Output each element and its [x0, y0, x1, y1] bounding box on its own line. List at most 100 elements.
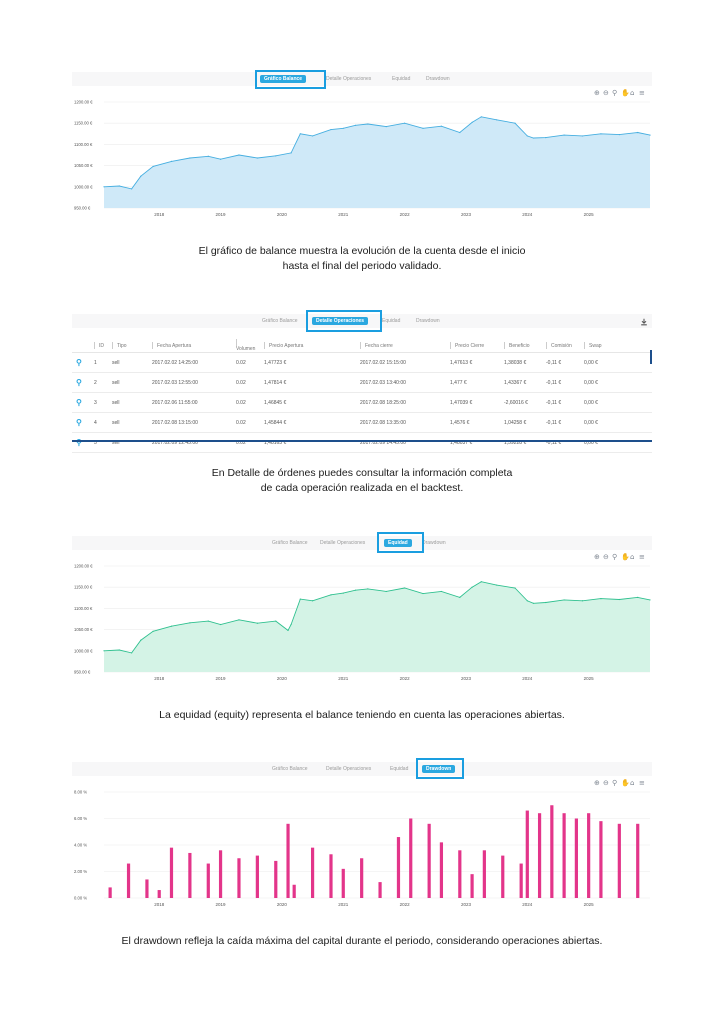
balance-panel: Gráfico Balance Detalle Operaciones Equi… [72, 70, 652, 222]
data-point [404, 122, 406, 124]
zoom-in-icon[interactable]: ⊕ [594, 553, 600, 561]
zoom-out-icon[interactable]: ⊖ [603, 779, 609, 787]
search-icon[interactable]: ⚲ [72, 392, 90, 413]
zoom-out-icon[interactable]: ⊖ [603, 553, 609, 561]
caption-line: de cada operación realizada en el backte… [260, 482, 464, 494]
col-header[interactable]: Precio Apertura [260, 338, 356, 353]
zoom-in-icon[interactable]: ⊕ [594, 779, 600, 787]
tab-drawdown[interactable]: Drawdown [416, 318, 440, 324]
table-cell: sell [108, 392, 148, 413]
x-tick-label: 2020 [277, 902, 288, 906]
drawdown-bar [237, 858, 241, 898]
home-icon[interactable]: ⌂ [630, 89, 635, 97]
y-tick-label: 6.00 % [74, 816, 87, 821]
tab-drawdown[interactable]: Drawdown [422, 765, 456, 773]
col-header[interactable]: Comisión [542, 338, 580, 353]
drawdown-bar [218, 850, 223, 898]
home-icon[interactable]: ⌂ [630, 779, 635, 787]
y-tick-label: 1200.00 € [74, 100, 93, 105]
search-icon[interactable]: ⚲ [72, 352, 90, 373]
menu-icon[interactable]: ≡ [639, 553, 645, 561]
search-icon[interactable]: ⚲ [72, 412, 90, 433]
table-cell: 1,04258 € [500, 412, 542, 433]
table-cell: 1,48163 € [260, 432, 356, 453]
drawdown-bar [587, 813, 591, 898]
data-point [496, 584, 498, 586]
vertical-scrollbar[interactable] [650, 350, 652, 364]
table-cell: -0,11 € [542, 372, 580, 393]
table-row[interactable]: ⚲ 2 sell 2017.02.03 12:55:00 0.02 1,47814 €20… [72, 372, 652, 393]
tab-detalle-operaciones[interactable]: Detalle Operaciones [326, 76, 372, 82]
home-icon[interactable]: ⌂ [630, 553, 635, 561]
tab-detalle-operaciones[interactable]: Detalle Operaciones [312, 317, 369, 325]
tab-grafico-balance[interactable]: Gráfico Balance [260, 75, 307, 83]
table-cell: -2,60016 € [500, 392, 542, 413]
tab-equidad[interactable]: Equidad [384, 539, 412, 547]
active-tab-highlight [416, 758, 464, 779]
data-point [238, 154, 240, 156]
table-cell: 2017.02.08 18:25:00 [356, 392, 446, 413]
col-header[interactable]: Tipo [108, 338, 148, 353]
data-point [581, 600, 584, 602]
tab-grafico-balance[interactable]: Gráfico Balance [272, 766, 308, 772]
magnify-icon[interactable]: ⚲ [612, 779, 618, 787]
tab-detalle-operaciones[interactable]: Detalle Operaciones [326, 766, 372, 772]
data-point [618, 598, 620, 601]
drawdown-bar [458, 850, 462, 898]
tab-equidad[interactable]: Equidad [390, 766, 409, 772]
x-tick-label: 2023 [461, 212, 472, 216]
y-tick-label: 950.00 € [74, 670, 91, 675]
table-cell: 1,38038 € [500, 352, 542, 373]
zoom-out-icon[interactable]: ⊖ [603, 89, 609, 97]
y-tick-label: 1000.00 € [74, 184, 93, 189]
x-tick-label: 2022 [400, 902, 411, 906]
magnify-icon[interactable]: ⚲ [612, 89, 618, 97]
col-header[interactable]: Precio Cierre [446, 338, 500, 353]
drawdown-bar [537, 813, 542, 898]
pan-hand-icon[interactable]: ✋ [621, 553, 630, 561]
pan-hand-icon[interactable]: ✋ [621, 89, 630, 97]
menu-icon[interactable]: ≡ [639, 779, 645, 787]
x-tick-label: 2018 [154, 676, 165, 680]
zoom-in-icon[interactable]: ⊕ [594, 89, 600, 97]
tab-drawdown[interactable]: Drawdown [422, 540, 446, 546]
col-header[interactable]: Volumen [232, 338, 260, 353]
search-icon[interactable]: ⚲ [72, 432, 90, 453]
data-point [649, 134, 651, 136]
col-header[interactable]: Fecha Apertura [148, 338, 232, 353]
data-point [422, 127, 424, 129]
table-row[interactable]: ⚲ 4 sell 2017.02.08 13:15:00 0.02 1,45844 €20… [72, 412, 652, 433]
data-point [526, 135, 528, 137]
magnify-icon[interactable]: ⚲ [612, 553, 618, 561]
data-point [581, 135, 584, 137]
data-point [207, 620, 209, 622]
tab-drawdown[interactable]: Drawdown [426, 76, 450, 82]
col-header[interactable]: Swap [580, 338, 652, 353]
data-point [459, 596, 461, 598]
menu-icon[interactable]: ≡ [639, 89, 645, 97]
drawdown-bar [574, 818, 578, 898]
col-header[interactable]: ID [90, 338, 108, 353]
table-row[interactable]: ⚲ 1 sell 2017.02.02 14:25:00 0.02 1,47723 €20… [72, 352, 652, 373]
x-tick-label: 2022 [400, 212, 411, 216]
download-icon[interactable] [640, 318, 648, 326]
tab-grafico-balance[interactable]: Gráfico Balance [262, 318, 298, 324]
balance-chart: 1200.00 € 1150.00 € 1100.00 € 1050.00 € 1000… [74, 100, 651, 216]
search-icon[interactable]: ⚲ [72, 372, 90, 393]
pan-hand-icon[interactable]: ✋ [621, 779, 630, 787]
data-point [140, 639, 142, 641]
col-header[interactable]: Beneficio [500, 338, 542, 353]
drawdown-bar [636, 823, 640, 898]
col-header[interactable]: Fecha cierre [356, 338, 446, 353]
table-row[interactable]: ⚲ 3 sell 2017.02.06 11:55:00 0.02 1,46845 €20… [72, 392, 652, 413]
series-area [104, 116, 650, 208]
tab-grafico-balance[interactable]: Gráfico Balance [272, 540, 308, 546]
tab-detalle-operaciones[interactable]: Detalle Operaciones [320, 540, 366, 546]
operations-caption: En Detalle de órdenes puedes consultar l… [0, 466, 724, 496]
data-point [526, 600, 528, 602]
data-point [290, 623, 292, 626]
table-cell: 0.02 [232, 432, 260, 453]
table-row[interactable]: ⚲ 5 sell 2017.02.09 12:45:00 0.02 1,48163 €20… [72, 432, 652, 453]
tab-equidad[interactable]: Equidad [392, 76, 411, 82]
tab-equidad[interactable]: Equidad [382, 318, 401, 324]
